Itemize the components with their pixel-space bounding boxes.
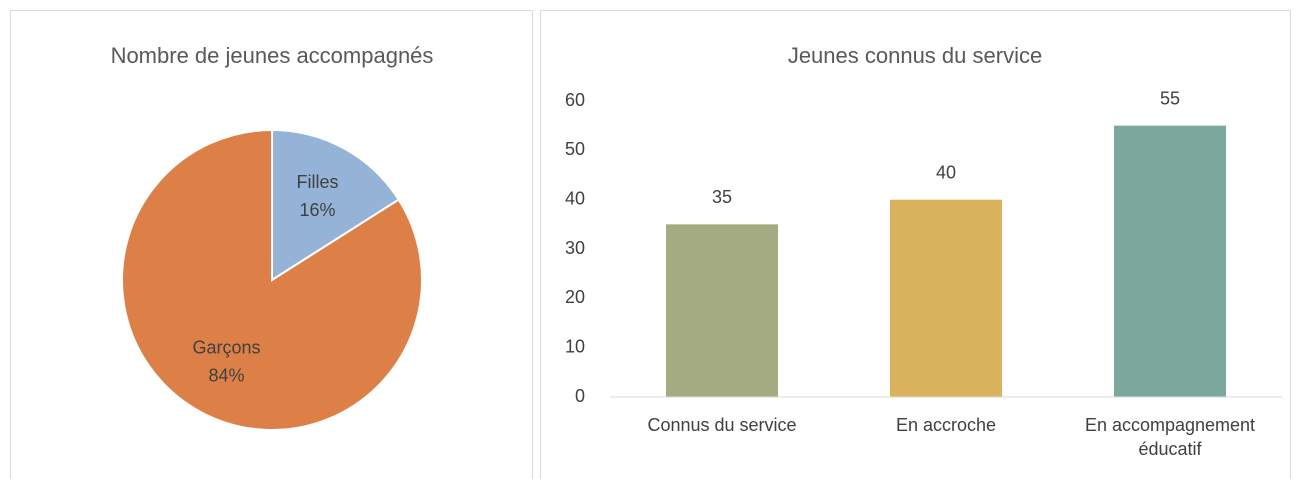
panel	[540, 10, 1291, 484]
pie-slice	[121, 128, 423, 431]
x-tick-label: En accompagnement éducatif	[1084, 415, 1256, 459]
y-tick-label: 40	[565, 188, 585, 208]
y-tick-label: 60	[565, 90, 585, 110]
data-label: 40	[936, 162, 956, 182]
data-label: 35	[712, 187, 732, 207]
panel	[10, 10, 533, 484]
chart-title: Jeunes connus du service	[788, 43, 1042, 68]
x-tick-label-box: En accroche	[895, 415, 997, 435]
slice-label: Filles	[297, 172, 339, 192]
x-tick-label-box: Connus du service	[647, 415, 797, 435]
y-tick-label: 10	[565, 336, 585, 356]
bar	[666, 224, 778, 397]
pie-slice	[271, 128, 401, 282]
x-tick-label: En accroche	[895, 415, 997, 435]
y-tick-label: 50	[565, 139, 585, 159]
data-label: 55	[1160, 88, 1180, 108]
y-tick-label: 0	[575, 386, 585, 406]
chart-title: Nombre de jeunes accompagnés	[111, 43, 434, 68]
bar	[890, 199, 1002, 397]
bar	[1114, 125, 1226, 398]
y-tick-label: 30	[565, 238, 585, 258]
slice-label: Garçons	[192, 338, 260, 358]
x-tick-label: Connus du service	[647, 415, 797, 435]
x-tick-label-box: En accompagnement éducatif	[1084, 415, 1256, 459]
slice-value: 16%	[300, 200, 336, 220]
y-tick-label: 20	[565, 287, 585, 307]
slice-value: 84%	[208, 366, 244, 386]
